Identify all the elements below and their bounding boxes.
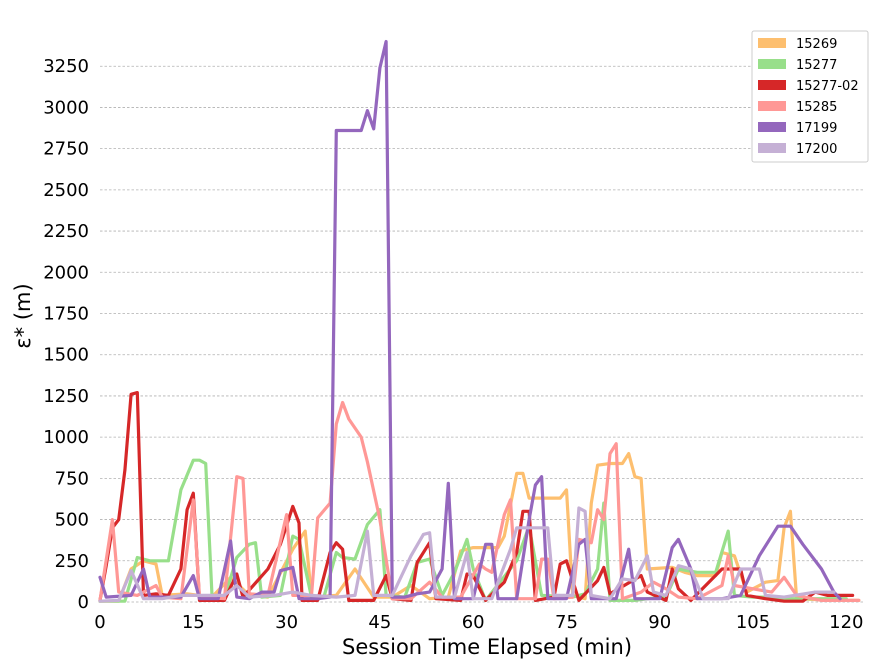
x-tick-label: 0: [94, 612, 105, 633]
y-tick-label: 1750: [43, 304, 89, 325]
y-tick-label: 2000: [43, 262, 89, 283]
legend-swatch: [758, 59, 786, 69]
x-tick-label: 60: [462, 612, 485, 633]
legend-swatch: [758, 101, 786, 111]
x-axis-label: Session Time Elapsed (min): [342, 635, 632, 659]
legend-label: 15277-02: [796, 79, 859, 94]
gridlines: [100, 65, 865, 603]
legend-label: 17200: [796, 142, 837, 157]
series-line-17200: [98, 506, 836, 603]
y-tick-label: 0: [78, 592, 89, 613]
y-tick-label: 750: [55, 468, 89, 489]
series-lines: [98, 39, 861, 603]
x-tick-label: 120: [829, 612, 863, 633]
y-tick-label: 1000: [43, 427, 89, 448]
y-tick-label: 3250: [43, 56, 89, 77]
x-tick-label: 30: [275, 612, 298, 633]
y-axis-label: ε* (m): [11, 283, 35, 348]
legend-swatch: [758, 122, 786, 132]
y-tick-label: 250: [55, 551, 89, 572]
legend-label: 15285: [796, 100, 837, 115]
y-tick-label: 2750: [43, 139, 89, 160]
legend: 15269 15277 15277-02 15285 17199 17200: [751, 30, 869, 163]
x-tick-label: 45: [368, 612, 391, 633]
series-line-17199: [98, 39, 842, 601]
y-tick-label: 3000: [43, 97, 89, 118]
legend-swatch: [758, 38, 786, 48]
y-tick-label: 500: [55, 510, 89, 531]
y-tick-label: 2250: [43, 221, 89, 242]
x-tick-label: 75: [555, 612, 578, 633]
y-tick-label: 1500: [43, 345, 89, 366]
y-tick-label: 1250: [43, 386, 89, 407]
x-tick-label: 15: [182, 612, 205, 633]
x-axis-ticks: 0 15 30 45 60 75 90 105 120: [94, 612, 863, 633]
legend-swatch: [758, 80, 786, 90]
legend-label: 15277: [796, 58, 837, 73]
y-tick-label: 2500: [43, 180, 89, 201]
y-axis-ticks: 0 250 500 750 1000 1250 1500 1750 2000 2250 2500 27…: [43, 56, 89, 613]
legend-swatch: [758, 143, 786, 153]
x-tick-label: 105: [736, 612, 770, 633]
legend-label: 15269: [796, 37, 837, 52]
legend-label: 17199: [796, 121, 837, 136]
x-tick-label: 90: [648, 612, 671, 633]
series-line-15269: [98, 452, 861, 603]
series-line-15285: [98, 400, 861, 602]
